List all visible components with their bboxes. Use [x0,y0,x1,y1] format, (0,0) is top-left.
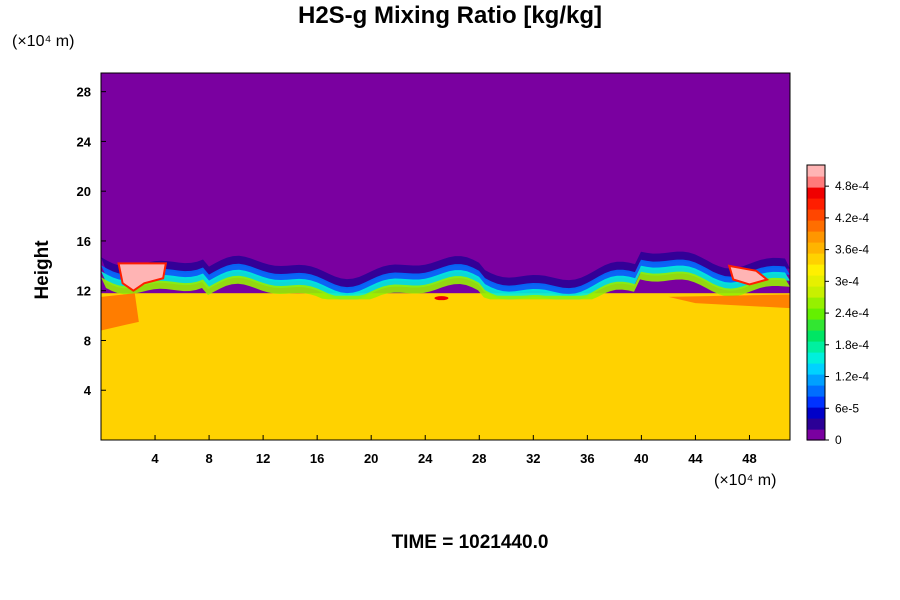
y-tick-label: 28 [77,85,91,100]
colorbar-swatch [807,242,825,254]
colorbar-label: 3.6e-4 [835,243,869,257]
field-band-dark [101,251,790,291]
colorbar-swatch [807,330,825,342]
colorbar-swatch [807,374,825,386]
y-tick-label: 24 [77,134,92,149]
field-lower-region [101,293,790,440]
x-tick-label: 44 [688,451,703,466]
x-tick-label: 16 [310,451,324,466]
plot-frame [100,72,791,441]
colorbar-swatch [807,209,825,221]
colorbar-frame [806,164,826,441]
colorbar-swatch [807,264,825,276]
colorbar-label: 4.8e-4 [835,179,869,193]
colorbar-swatch [807,297,825,309]
y-tick-label: 4 [84,383,92,398]
colorbar-label: 1.8e-4 [835,338,869,352]
colorbar-swatch [807,418,825,430]
colorbar-label: 3e-4 [835,274,859,288]
x-tick-label: 40 [634,451,648,466]
time-label: TIME = 1021440.0 [391,532,549,553]
colorbar-label: 6e-5 [835,401,859,415]
colorbar-label: 4.2e-4 [835,211,869,225]
field-band-cyan [101,265,790,300]
x-ticks: 4 8 12 16 20 24 28 32 36 40 44 48 [151,435,757,466]
colorbar-swatch [807,407,825,419]
colorbar-swatch [807,187,825,199]
x-axis-unit: (×10⁴ m) [714,472,777,489]
colorbar-swatch [807,198,825,210]
colorbar-swatch [807,341,825,353]
colorbar-swatch [807,352,825,364]
colorbar-label: 1.2e-4 [835,370,869,384]
field-band-blue [101,259,790,297]
y-axis-unit: (×10⁴ m) [12,33,75,50]
field-image [101,73,790,440]
colorbar-swatch [807,396,825,408]
x-tick-label: 4 [151,451,159,466]
y-tick-label: 16 [77,234,91,249]
colorbar-swatch [807,231,825,243]
x-tick-label: 12 [256,451,270,466]
field-band-green [101,271,790,300]
colorbar-swatch [807,253,825,265]
colorbar-swatch [807,275,825,287]
y-ticks: 4 8 12 16 20 24 28 [77,85,106,398]
x-tick-label: 36 [580,451,594,466]
field-spot-red [434,296,449,301]
colorbar-swatch [807,165,825,177]
colorbar-swatch [807,286,825,298]
y-tick-label: 12 [77,284,91,299]
colorbar-label: 2.4e-4 [835,306,869,320]
colorbar: 0 6e-5 1.2e-4 1.8e-4 2.4e-4 3e-4 3.6e-4 4.2e-4 4… [806,164,869,447]
colorbar-swatch [807,308,825,320]
x-tick-label: 32 [526,451,540,466]
field-warm-right [668,294,790,309]
field-peak-left [117,262,168,292]
field-peak-right [727,264,770,286]
colorbar-swatch [807,363,825,375]
x-tick-label: 28 [472,451,486,466]
y-tick-label: 8 [84,333,91,348]
chart-title: H2S-g Mixing Ratio [kg/kg] [297,2,602,29]
colorbar-swatch [807,385,825,397]
x-tick-label: 8 [205,451,212,466]
colorbar-label: 0 [835,433,842,447]
y-tick-label: 20 [77,184,91,199]
colorbar-swatch [807,220,825,232]
colorbar-swatch [807,429,825,441]
colorbar-swatch [807,319,825,331]
x-tick-label: 48 [742,451,756,466]
colorbar-swatch [807,176,825,188]
x-tick-label: 20 [364,451,378,466]
field-warm-left [101,293,139,331]
x-tick-label: 24 [418,451,433,466]
